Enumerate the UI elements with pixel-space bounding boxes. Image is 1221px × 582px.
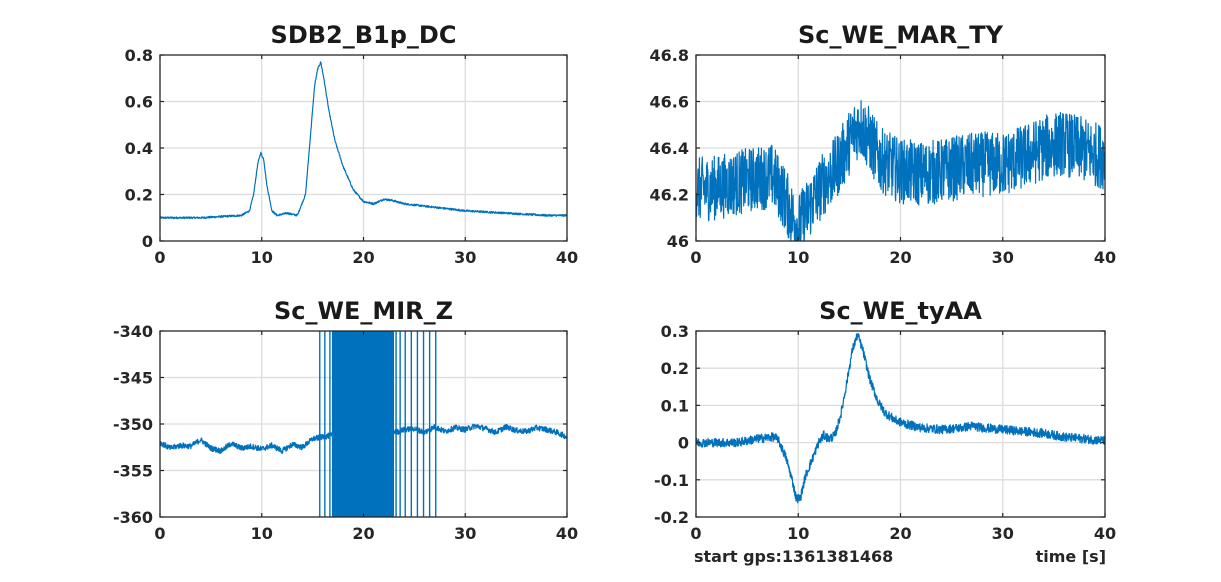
subplot-4: 0 10 20 30 40 -0.2 -0.1 0 0.1 0.2 0.3 Sc_WE_tyAA [654,297,1116,543]
x-tick-label: 40 [556,248,578,267]
start-gps-label: start gps:1361381468 [694,547,893,566]
series-line [696,332,1105,504]
x-tick-label: 0 [690,524,701,543]
y-tick-label: -360 [113,508,153,527]
x-tick-label: 20 [889,248,911,267]
y-tick-label: 0.6 [125,93,153,112]
y-tick-label: -345 [113,369,153,388]
x-tick-label: 20 [352,524,374,543]
series-group [696,332,1105,504]
x-tick-label: 0 [154,524,165,543]
y-tick-label: 0.8 [125,46,153,65]
y-tick-label: -355 [113,462,153,481]
y-tick-label: 46.8 [650,46,689,65]
y-tick-label: -350 [113,415,153,434]
y-tick-label: 46.6 [650,93,689,112]
series-group [160,61,567,220]
x-tick-label: 30 [454,524,476,543]
x-tick-label: 10 [787,524,809,543]
subplot-3: 0 10 20 30 40 -360 -355 -350 -345 -340 Sc_WE_MIR_Z [113,297,578,543]
chart-title: SDB2_B1p_DC [271,21,457,49]
y-tick-label: -0.2 [654,508,689,527]
y-tick-label: 46.4 [650,139,689,158]
y-tick-label: 0.4 [125,139,153,158]
y-tick-label: 0.2 [661,359,689,378]
y-tick-label: 0 [142,232,153,251]
y-tick-label: 0.2 [125,186,153,205]
y-tick-label: -0.1 [654,471,689,490]
x-tick-label: 10 [251,248,273,267]
x-tick-label: 0 [690,248,701,267]
y-tick-label: 46 [667,232,689,251]
x-tick-label: 30 [454,248,476,267]
chart-title: Sc_WE_tyAA [819,297,982,325]
glitch-band [331,331,395,517]
series-group [696,100,1105,241]
y-tick-label: 0.3 [661,322,689,341]
chart-title: Sc_WE_MAR_TY [798,21,1004,49]
series-group [160,331,567,517]
y-tick-label: 46.2 [650,186,689,205]
series-line [160,61,567,220]
subplot-1: 0 10 20 30 40 0 0.2 0.4 0.6 0.8 SDB2_B1p_DC [125,21,578,267]
time-axis-label: time [s] [1036,547,1106,566]
x-tick-label: 10 [251,524,273,543]
y-tick-label: -340 [113,322,153,341]
x-tick-label: 20 [352,248,374,267]
y-tick-label: 0.1 [661,396,689,415]
x-tick-label: 40 [1094,524,1116,543]
x-tick-label: 30 [992,248,1014,267]
x-tick-label: 0 [154,248,165,267]
x-tick-label: 10 [787,248,809,267]
chart-title: Sc_WE_MIR_Z [274,297,453,325]
series-line [696,100,1105,241]
x-tick-label: 40 [556,524,578,543]
x-tick-label: 40 [1094,248,1116,267]
subplot-2: 0 10 20 30 40 46 46.2 46.4 46.6 46.8 Sc_WE_MAR_TY [650,21,1117,267]
x-tick-label: 20 [889,524,911,543]
y-tick-label: 0 [678,434,689,453]
x-tick-label: 30 [992,524,1014,543]
